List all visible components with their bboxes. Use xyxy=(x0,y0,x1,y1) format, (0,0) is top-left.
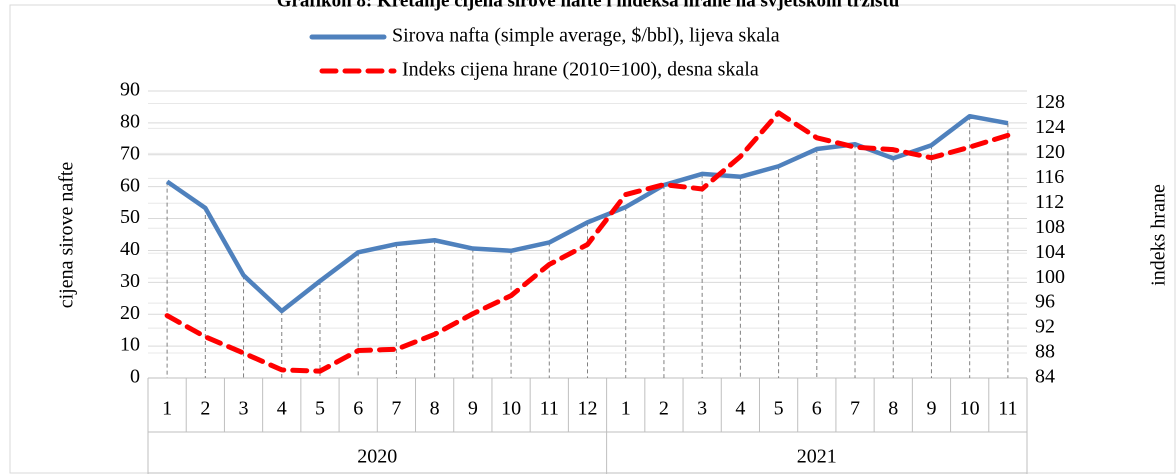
x-tick-label: 3 xyxy=(697,398,707,420)
y2-tick-label: 112 xyxy=(1035,191,1064,213)
x-tick-label: 11 xyxy=(998,398,1017,420)
y-tick-label: 70 xyxy=(120,142,140,164)
x-tick-label: 5 xyxy=(774,398,784,420)
y2-tick-label: 100 xyxy=(1035,266,1065,288)
x-tick-label: 10 xyxy=(960,398,980,420)
x-tick-label: 8 xyxy=(430,398,440,420)
y-tick-label: 90 xyxy=(120,79,140,101)
x-tick-label: 4 xyxy=(277,398,287,420)
legend-label: Sirova nafta (simple average, $/bbl), li… xyxy=(392,25,780,47)
y2-tick-label: 84 xyxy=(1035,366,1055,388)
x-tick-label: 6 xyxy=(812,398,822,420)
y2-tick-label: 96 xyxy=(1035,291,1055,313)
x-tick-label: 12 xyxy=(578,398,598,420)
y2-axis-label: indeks hrane xyxy=(1148,184,1170,286)
x-tick-label: 11 xyxy=(540,398,559,420)
x-tick-label: 9 xyxy=(468,398,478,420)
chart-title: Grafikon 8: Kretanje cijena sirove nafte… xyxy=(277,0,900,11)
y-tick-label: 10 xyxy=(120,334,140,356)
x-tick-label: 9 xyxy=(926,398,936,420)
group-label: 2020 xyxy=(357,446,397,468)
y-tick-label: 40 xyxy=(120,238,140,260)
x-tick-label: 5 xyxy=(315,398,325,420)
y2-tick-label: 88 xyxy=(1035,341,1055,363)
series-line xyxy=(164,110,1011,374)
y2-tick-label: 116 xyxy=(1035,166,1064,188)
x-tick-label: 7 xyxy=(391,398,401,420)
y2-tick-label: 124 xyxy=(1035,116,1065,138)
y-tick-label: 50 xyxy=(120,206,140,228)
y-tick-label: 30 xyxy=(120,270,140,292)
y-tick-label: 80 xyxy=(120,110,140,132)
x-tick-label: 6 xyxy=(353,398,363,420)
x-tick-label: 2 xyxy=(200,398,210,420)
x-tick-label: 2 xyxy=(659,398,669,420)
x-tick-label: 1 xyxy=(162,398,172,420)
y2-tick-label: 92 xyxy=(1035,316,1055,338)
x-tick-label: 4 xyxy=(735,398,745,420)
y-axis-label: cijena sirove nafte xyxy=(56,162,78,309)
x-tick-label: 1 xyxy=(621,398,631,420)
x-tick-label: 10 xyxy=(501,398,521,420)
y-tick-label: 0 xyxy=(130,366,140,388)
x-tick-label: 8 xyxy=(888,398,898,420)
y-tick-label: 60 xyxy=(120,174,140,196)
x-tick-label: 3 xyxy=(239,398,249,420)
y-tick-label: 20 xyxy=(120,302,140,324)
y2-tick-label: 128 xyxy=(1035,91,1065,113)
legend-label: Indeks cijena hrane (2010=100), desna sk… xyxy=(402,59,759,81)
group-label: 2021 xyxy=(797,446,837,468)
y2-tick-label: 104 xyxy=(1035,241,1065,263)
x-tick-label: 7 xyxy=(850,398,860,420)
y2-tick-label: 108 xyxy=(1035,216,1065,238)
y2-tick-label: 120 xyxy=(1035,141,1065,163)
